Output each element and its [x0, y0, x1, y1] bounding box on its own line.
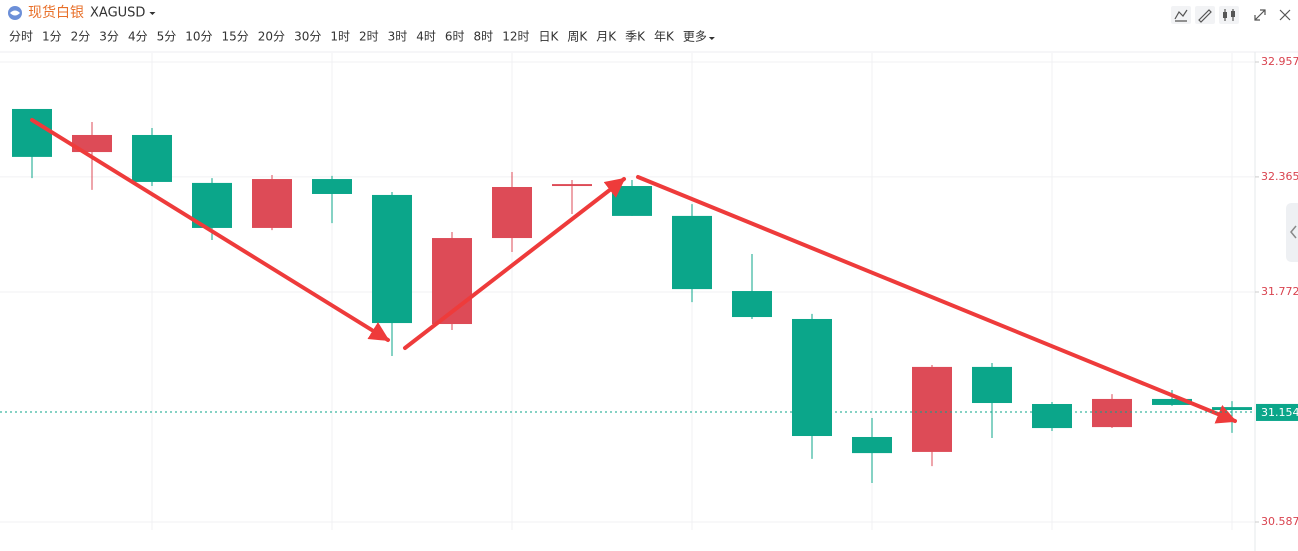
chart-type-icon [1223, 12, 1227, 18]
price-axis: 30.587 31.772 32.365 32.957 31.154 [0, 55, 1298, 528]
candle-body [852, 436, 892, 454]
candle-body [492, 186, 532, 239]
candle-body [672, 215, 712, 290]
timeframe-option[interactable]: 6时 [445, 30, 465, 44]
candle-body [1032, 403, 1072, 429]
timeframe-option[interactable]: 3分 [99, 30, 119, 44]
candle-body [1152, 398, 1192, 405]
y-tick-label: 32.957 [1261, 55, 1298, 68]
draw-icon [1198, 9, 1212, 23]
y-tick-label: 30.587 [1261, 515, 1298, 528]
candle-body [132, 134, 172, 182]
draw-button[interactable] [1195, 6, 1215, 24]
candle-body [12, 108, 52, 157]
close-button[interactable] [1279, 9, 1291, 21]
candle-body [612, 186, 652, 216]
candle-body [1212, 407, 1252, 411]
toggle-chevron [1290, 225, 1297, 239]
timeframe-option[interactable]: 10分 [185, 30, 212, 44]
chart-type-button[interactable] [1219, 6, 1239, 24]
timeframe-option[interactable]: 季K [625, 30, 646, 44]
trend-arrow [636, 175, 1237, 424]
candle-body [1092, 398, 1132, 428]
fullscreen-button[interactable] [1254, 9, 1266, 21]
annotations [30, 118, 1237, 424]
timeframe-option[interactable]: 周K [567, 30, 588, 44]
last-price-box [1256, 403, 1298, 421]
candle-body [912, 366, 952, 452]
timeframe-option[interactable]: 日K [538, 30, 559, 44]
timeframe-option[interactable]: 1分 [42, 30, 62, 44]
candle-body [72, 134, 112, 153]
timeframe-option[interactable]: 8时 [474, 30, 494, 44]
dropdown-caret[interactable] [708, 37, 715, 40]
trend-arrow [30, 118, 390, 342]
timeframe-option[interactable]: 月K [596, 30, 617, 44]
chart-type-icon [1231, 11, 1235, 17]
timeframe-option[interactable]: 4分 [128, 30, 148, 44]
candle-body [732, 291, 772, 318]
candles [12, 108, 1252, 483]
timeframe-option[interactable]: 年K [654, 30, 675, 44]
candle-body [792, 318, 832, 437]
timeframe-option[interactable]: 20分 [258, 30, 285, 44]
candle-body [972, 366, 1012, 404]
instrument-symbol[interactable]: XAGUSD [90, 6, 145, 21]
timeframe-bar: 分时 1分 2分 3分 4分 5分 10分 15分 20分 30分 1时 2时 3时 4时 6时 8时 12时日… [9, 30, 715, 44]
timeframe-option[interactable]: 12时 [502, 30, 529, 44]
symbol-icon-mark [10, 10, 20, 16]
timeframe-option[interactable]: 5分 [157, 30, 177, 44]
timeframe-option[interactable]: 3时 [388, 30, 408, 44]
y-tick-label: 31.772 [1261, 285, 1298, 298]
timeframe-option[interactable]: 分时 [9, 30, 33, 44]
dropdown-caret[interactable] [149, 12, 156, 15]
timeframe-option[interactable]: 30分 [294, 30, 321, 44]
grid [0, 53, 1255, 530]
timeframe-option[interactable]: 15分 [222, 30, 249, 44]
candle-body [372, 194, 412, 324]
instrument-name[interactable]: 现货白银 [28, 4, 84, 21]
last-price-label: 31.154 [1261, 406, 1298, 419]
timeframe-option[interactable]: 4时 [416, 30, 436, 44]
candle-body [192, 182, 232, 228]
indicator-icon [1174, 9, 1188, 22]
timeframe-option[interactable]: 2时 [359, 30, 379, 44]
candle-body [252, 179, 292, 228]
trend-arrow [403, 177, 626, 350]
y-tick-label: 32.365 [1261, 170, 1298, 183]
candle-body [552, 184, 592, 187]
timeframe-option[interactable]: 更多 [683, 30, 707, 44]
timeframe-option[interactable]: 2分 [71, 30, 91, 44]
candle-body [312, 179, 352, 194]
timeframe-option[interactable]: 1时 [330, 30, 350, 44]
toolbar [1171, 6, 1291, 24]
